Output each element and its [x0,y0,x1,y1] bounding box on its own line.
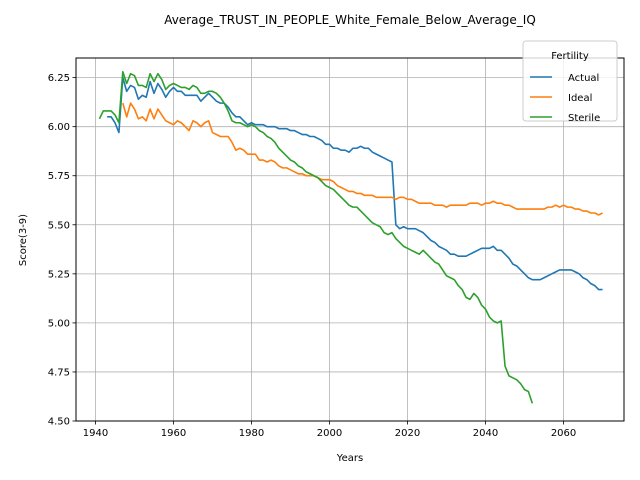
x-axis-title: Years [336,453,363,464]
series-line-actual [107,76,603,291]
y-tick-label: 5.50 [48,220,70,231]
legend-box [522,40,618,122]
y-tick-label: 5.00 [48,318,70,329]
y-tick-label: 6.00 [48,122,70,133]
x-tick-label: 1980 [239,428,264,439]
x-tick-label: 1940 [83,428,108,439]
x-tick-label: 2020 [395,428,420,439]
series-line-sterile [98,70,534,404]
legend-label-actual: Actual [568,73,599,84]
legend-label-ideal: Ideal [568,93,592,104]
series-lines [98,70,603,404]
x-tick-label: 2000 [317,428,342,439]
y-axis-title: Score(3-9) [18,214,29,266]
legend: Fertility Actual Ideal Sterile [522,40,618,124]
plot-frame [75,57,625,422]
y-tick-label: 4.75 [48,367,70,378]
x-tick-label: 1960 [161,428,186,439]
axis-ticks: 1940 1960 1980 2000 2020 2040 2060 4.50 4.75 5.00… [48,73,577,439]
legend-label-sterile: Sterile [568,113,600,124]
x-tick-label: 2060 [551,428,576,439]
legend-title: Fertility [551,51,589,62]
y-tick-label: 4.50 [48,417,70,428]
y-tick-label: 5.75 [48,171,70,182]
x-tick-label: 2040 [473,428,498,439]
series-line-ideal [122,102,603,216]
y-tick-label: 5.25 [48,269,70,280]
chart-title: Average_TRUST_IN_PEOPLE_White_Female_Bel… [164,13,536,27]
y-tick-label: 6.25 [48,73,70,84]
